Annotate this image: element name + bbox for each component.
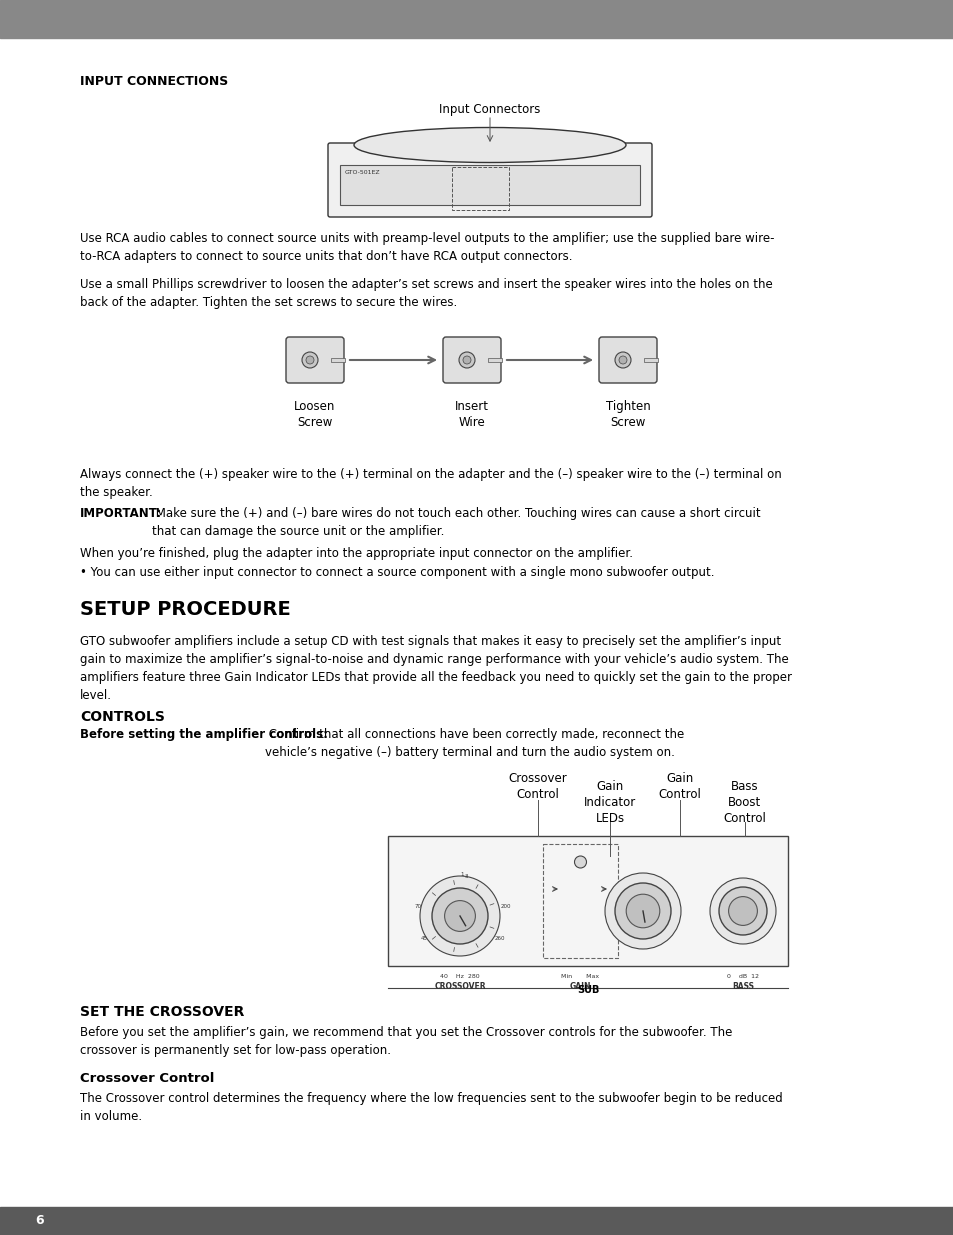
Circle shape — [615, 883, 670, 939]
Text: 6: 6 — [35, 1214, 44, 1228]
Text: SET THE CROSSOVER: SET THE CROSSOVER — [80, 1005, 244, 1019]
Text: Use RCA audio cables to connect source units with preamp-level outputs to the am: Use RCA audio cables to connect source u… — [80, 232, 774, 263]
Text: The Crossover control determines the frequency where the low frequencies sent to: The Crossover control determines the fre… — [80, 1092, 781, 1123]
Text: BASS: BASS — [731, 982, 753, 990]
Circle shape — [625, 894, 659, 927]
Text: IMPORTANT:: IMPORTANT: — [80, 508, 162, 520]
Circle shape — [719, 887, 766, 935]
FancyBboxPatch shape — [286, 337, 344, 383]
Circle shape — [615, 352, 630, 368]
Circle shape — [302, 352, 317, 368]
Text: GTO subwoofer amplifiers include a setup CD with test signals that makes it easy: GTO subwoofer amplifiers include a setup… — [80, 635, 791, 701]
Text: Confirm that all connections have been correctly made, reconnect the
vehicle’s n: Confirm that all connections have been c… — [265, 727, 683, 760]
Text: CONTROLS: CONTROLS — [80, 710, 165, 724]
Text: Input Connectors: Input Connectors — [438, 103, 540, 116]
Text: Crossover
Control: Crossover Control — [508, 772, 567, 802]
Text: Insert
Wire: Insert Wire — [455, 400, 489, 429]
Text: 260: 260 — [495, 935, 505, 941]
Text: Before you set the amplifier’s gain, we recommend that you set the Crossover con: Before you set the amplifier’s gain, we … — [80, 1026, 732, 1057]
Circle shape — [618, 356, 626, 364]
Text: Use a small Phillips screwdriver to loosen the adapter’s set screws and insert t: Use a small Phillips screwdriver to loos… — [80, 278, 772, 309]
Circle shape — [419, 876, 499, 956]
Text: 70: 70 — [414, 904, 421, 909]
Text: Crossover Control: Crossover Control — [80, 1072, 214, 1086]
Circle shape — [604, 873, 680, 948]
Circle shape — [462, 356, 471, 364]
Text: Gain
Indicator
LEDs: Gain Indicator LEDs — [583, 781, 636, 825]
Circle shape — [306, 356, 314, 364]
Bar — [0, 0, 953, 38]
FancyBboxPatch shape — [328, 143, 651, 217]
Text: 3: 3 — [464, 873, 468, 878]
Bar — [542, 844, 618, 958]
Circle shape — [432, 888, 488, 944]
Bar — [643, 358, 658, 362]
Text: 200: 200 — [500, 904, 511, 909]
Text: Loosen
Screw: Loosen Screw — [294, 400, 335, 429]
Bar — [0, 1207, 953, 1235]
Circle shape — [458, 352, 475, 368]
Circle shape — [574, 856, 586, 868]
Bar — [339, 165, 639, 205]
Text: GAIN: GAIN — [569, 982, 591, 990]
Text: 0    dB  12: 0 dB 12 — [726, 974, 759, 979]
Bar — [331, 358, 345, 362]
Text: Bass
Boost
Control: Bass Boost Control — [722, 781, 765, 825]
Text: 1: 1 — [459, 872, 463, 877]
Text: Always connect the (+) speaker wire to the (+) terminal on the adapter and the (: Always connect the (+) speaker wire to t… — [80, 468, 781, 499]
Text: Gain
Control: Gain Control — [658, 772, 700, 802]
Text: SUB: SUB — [577, 986, 598, 995]
FancyBboxPatch shape — [442, 337, 500, 383]
Circle shape — [728, 897, 757, 925]
Text: 40    Hz  280: 40 Hz 280 — [439, 974, 479, 979]
Text: SETUP PROCEDURE: SETUP PROCEDURE — [80, 600, 291, 619]
Text: Before setting the amplifier controls:: Before setting the amplifier controls: — [80, 727, 328, 741]
Circle shape — [444, 900, 475, 931]
Text: 45: 45 — [420, 935, 427, 941]
Bar — [451, 167, 509, 210]
Bar — [388, 836, 787, 966]
Text: • You can use either input connector to connect a source component with a single: • You can use either input connector to … — [80, 566, 714, 579]
Text: Tighten
Screw: Tighten Screw — [605, 400, 650, 429]
Text: GTO-501EZ: GTO-501EZ — [345, 170, 380, 175]
Ellipse shape — [354, 127, 625, 163]
Text: CROSSOVER: CROSSOVER — [434, 982, 485, 990]
Text: Make sure the (+) and (–) bare wires do not touch each other. Touching wires can: Make sure the (+) and (–) bare wires do … — [152, 508, 760, 538]
Text: When you’re finished, plug the adapter into the appropriate input connector on t: When you’re finished, plug the adapter i… — [80, 547, 633, 559]
Bar — [488, 358, 501, 362]
Text: INPUT CONNECTIONS: INPUT CONNECTIONS — [80, 75, 228, 88]
FancyBboxPatch shape — [598, 337, 657, 383]
Text: Min       Max: Min Max — [561, 974, 598, 979]
Circle shape — [709, 878, 775, 944]
